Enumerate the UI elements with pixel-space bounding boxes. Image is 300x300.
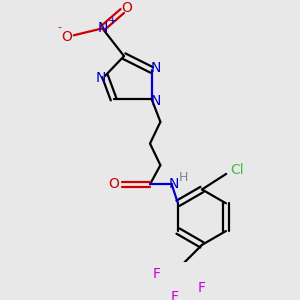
Text: F: F <box>198 281 206 295</box>
Text: N: N <box>97 21 108 35</box>
Text: F: F <box>170 290 178 300</box>
Text: Cl: Cl <box>230 164 243 177</box>
Text: N: N <box>151 94 161 108</box>
Text: +: + <box>108 16 117 26</box>
Text: O: O <box>61 30 72 44</box>
Text: F: F <box>153 267 161 281</box>
Text: H: H <box>179 171 188 184</box>
Text: O: O <box>108 177 119 191</box>
Text: N: N <box>95 71 106 85</box>
Text: O: O <box>121 1 132 15</box>
Text: -: - <box>58 22 62 32</box>
Text: N: N <box>151 61 161 75</box>
Text: N: N <box>168 177 178 191</box>
